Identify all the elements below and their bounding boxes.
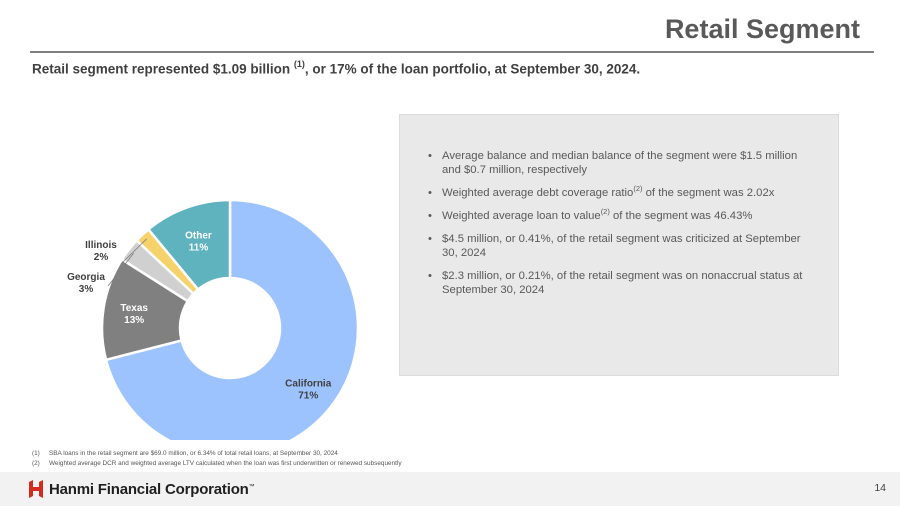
leader-line-illinois [120,238,147,265]
category-label: Illinois [85,240,117,251]
bullet-text-end: of the segment was 46.43% [609,210,753,222]
value-label: 11% [189,242,209,253]
logo-wordmark: Hanmi Financial Corporation [49,480,249,498]
donut-chart: California 71% Texas 13% Georgia 3% Illinois 2%… [0,100,400,440]
footnote: (1) SBA loans in the retail segment are $… [32,449,402,459]
info-bullet: Average balance and median balance of th… [428,149,814,177]
info-bullet: Weighted average debt coverage ratio(2) … [428,184,814,200]
slice-other [146,198,232,292]
footnote-number: (2) [32,459,40,467]
bullet-text-end: of the segment was 2.02x [642,187,775,199]
leader-line-georgia [107,252,134,287]
company-logo: Hanmi Financial Corporation™ [27,478,255,500]
bullet-text: Weighted average debt coverage ratio [442,187,634,199]
bullet-text: Weighted average loan to value [442,210,601,222]
slice-texas [100,257,190,362]
bullet-text: $4.5 million, or 0.41%, of the retail se… [442,233,801,259]
info-bullet: $4.5 million, or 0.41%, of the retail se… [428,232,814,260]
value-label: 71% [298,391,318,402]
footnote: (2) Weighted average DCR and weighted ave… [32,459,402,469]
value-label: 3% [79,284,94,295]
page-title: Retail Segment [664,14,860,44]
footnote-number: (1) [32,450,40,457]
bullet-text: $2.3 million, or 0.21%, of the retail se… [442,270,803,296]
slice-california [104,198,360,440]
category-label: Georgia [67,272,105,283]
footnote-text: SBA loans in the retail segment are $69.… [49,450,338,457]
bullet-footnote-ref: (2) [600,207,610,217]
value-label: 13% [124,315,144,326]
subtitle-footnote-ref: (1) [293,59,305,69]
footnote-text: Weighted average DCR and weighted averag… [49,459,402,467]
bullet-footnote-ref: (2) [633,184,643,194]
footer: Hanmi Financial Corporation™ 14 [0,472,900,506]
footnotes: (1) SBA loans in the retail segment are $… [32,449,402,468]
title-divider [30,51,874,53]
category-label: Other [185,230,212,241]
logo-trademark: ™ [248,483,255,490]
info-bullet-list: Average balance and median balance of th… [428,149,814,297]
subtitle-text: Retail segment represented $1.09 billion [32,61,294,77]
page-number: 14 [874,482,886,494]
subtitle-text-end: , or 17% of the loan portfolio, at Septe… [304,61,641,77]
value-label: 2% [94,252,109,263]
info-bullet: $2.3 million, or 0.21%, of the retail se… [428,269,814,297]
hanmi-logo-icon [29,480,43,498]
slide-subtitle: Retail segment represented $1.09 billion… [32,59,641,77]
segment-info-box: Average balance and median balance of th… [399,114,839,376]
category-label: California [285,379,332,390]
logo-text: Hanmi Financial Corporation™ [49,480,255,498]
info-bullet: Weighted average loan to value(2) of the… [428,207,814,223]
bullet-text: Average balance and median balance of th… [442,150,798,176]
category-label: Texas [120,303,148,314]
